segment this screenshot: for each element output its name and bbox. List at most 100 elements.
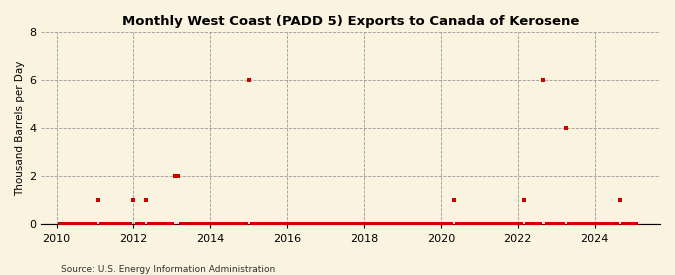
Point [237, 222, 248, 227]
Point [263, 222, 273, 227]
Point [519, 198, 530, 203]
Point [474, 222, 485, 227]
Point [288, 222, 299, 227]
Point [294, 222, 305, 227]
Point [215, 222, 225, 227]
Point [231, 222, 242, 227]
Point [532, 222, 543, 227]
Point [115, 222, 126, 227]
Point [96, 222, 107, 227]
Point [356, 222, 367, 227]
Point [541, 222, 552, 227]
Point [301, 222, 312, 227]
Point [99, 222, 110, 227]
Point [416, 222, 427, 227]
Point [599, 222, 610, 227]
Point [445, 222, 456, 227]
Point [506, 222, 517, 227]
Point [487, 222, 497, 227]
Point [109, 222, 119, 227]
Point [253, 222, 264, 227]
Point [435, 222, 446, 227]
Point [612, 222, 622, 227]
Point [176, 222, 187, 227]
Point [122, 222, 132, 227]
Point [593, 222, 603, 227]
Point [205, 222, 216, 227]
Point [452, 222, 462, 227]
Point [221, 222, 232, 227]
Point [217, 222, 228, 227]
Point [112, 222, 123, 227]
Point [470, 222, 481, 227]
Point [461, 222, 472, 227]
Point [426, 222, 437, 227]
Point [320, 222, 331, 227]
Point [455, 222, 466, 227]
Point [573, 222, 584, 227]
Point [442, 222, 453, 227]
Point [310, 222, 321, 227]
Point [61, 222, 72, 227]
Point [314, 222, 325, 227]
Point [141, 198, 152, 203]
Point [105, 222, 116, 227]
Point [496, 222, 507, 227]
Point [118, 222, 129, 227]
Point [503, 222, 514, 227]
Point [621, 222, 632, 227]
Point [602, 222, 613, 227]
Point [160, 222, 171, 227]
Point [323, 222, 334, 227]
Point [490, 222, 501, 227]
Point [86, 222, 97, 227]
Point [80, 222, 90, 227]
Point [259, 222, 270, 227]
Point [157, 222, 167, 227]
Point [192, 222, 203, 227]
Point [384, 222, 395, 227]
Point [439, 222, 450, 227]
Point [195, 222, 206, 227]
Point [281, 222, 292, 227]
Point [292, 222, 302, 227]
Point [279, 222, 290, 227]
Point [250, 222, 261, 227]
Point [567, 222, 578, 227]
Point [269, 222, 279, 227]
Point [618, 222, 629, 227]
Point [391, 222, 402, 227]
Point [154, 222, 165, 227]
Point [406, 222, 417, 227]
Point [163, 222, 174, 227]
Point [375, 222, 385, 227]
Y-axis label: Thousand Barrels per Day: Thousand Barrels per Day [15, 60, 25, 196]
Point [211, 222, 222, 227]
Point [336, 222, 347, 227]
Point [64, 222, 75, 227]
Point [333, 222, 344, 227]
Point [180, 222, 190, 227]
Point [352, 222, 363, 227]
Point [189, 222, 200, 227]
Point [448, 198, 459, 203]
Point [615, 198, 626, 203]
Point [522, 222, 533, 227]
Point [169, 174, 180, 178]
Point [317, 222, 328, 227]
Point [173, 174, 184, 178]
Point [547, 222, 558, 227]
Point [595, 222, 606, 227]
Point [378, 222, 389, 227]
Point [483, 222, 494, 227]
Point [525, 222, 536, 227]
Point [558, 222, 568, 227]
Point [304, 222, 315, 227]
Point [275, 222, 286, 227]
Point [477, 222, 488, 227]
Point [500, 222, 510, 227]
Point [551, 222, 562, 227]
Point [381, 222, 392, 227]
Point [182, 222, 193, 227]
Point [330, 222, 341, 227]
